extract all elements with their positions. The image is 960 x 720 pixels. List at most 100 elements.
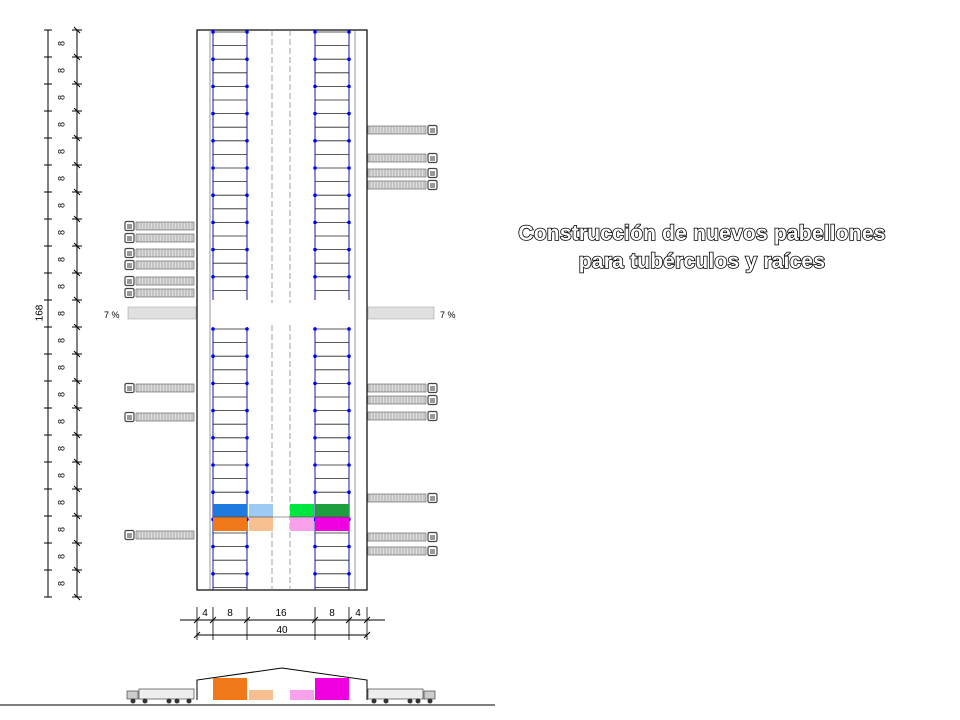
truck (124, 232, 195, 244)
colored-bays (213, 504, 349, 531)
rack-post-dot (211, 490, 215, 495)
rack-post-dot (211, 247, 215, 252)
truck (124, 220, 195, 232)
rack-post-dot (313, 57, 317, 61)
rack-post-dot (347, 327, 351, 331)
section-truck (367, 688, 436, 704)
rack-post-dot (245, 275, 249, 279)
segment-tick-slash (73, 485, 81, 493)
rack-post-dot (347, 490, 351, 495)
segment-length-label: 8 (56, 500, 66, 505)
segment-length-label: 8 (56, 149, 66, 154)
segment-tick-slash (73, 242, 81, 250)
rack-post-dot (313, 220, 317, 225)
section-bay-pink (290, 690, 314, 700)
truck-cab (423, 690, 436, 700)
rack-post-dot (313, 327, 317, 331)
rack-post-dot (347, 354, 351, 359)
segment-tick-slash (73, 323, 81, 331)
rack-post-dot (313, 84, 317, 89)
truck-wheel (174, 698, 180, 704)
rack-post-dot (211, 275, 215, 279)
segment-length-label: 8 (56, 446, 66, 451)
segment-length-label: 8 (56, 230, 66, 235)
rack-post-dot (245, 463, 249, 467)
width-segment-label: 4 (355, 608, 361, 619)
rack-post-dot (313, 381, 317, 386)
segment-tick-slash (73, 269, 81, 277)
truck (367, 492, 438, 504)
bay-magenta (315, 517, 349, 531)
segment-tick-slash (73, 161, 81, 169)
rack-post-dot (245, 247, 249, 252)
rack-post-dot (211, 166, 215, 170)
rack-post-dot (313, 30, 317, 34)
segment-tick-slash (73, 377, 81, 385)
width-tick-slash (193, 616, 201, 624)
cab-window (127, 224, 132, 229)
rack-post-dot (347, 408, 351, 413)
title-line-2: para tubérculos y raíces (578, 249, 826, 274)
cross-aisle (196, 303, 368, 325)
width-dimension: 4 8 16 8 4 40 (180, 607, 385, 640)
section-truck (126, 688, 195, 704)
trucks (124, 124, 438, 557)
rack-post-dot (211, 408, 215, 413)
bay-blue (213, 504, 247, 517)
truck-wheel (186, 698, 192, 704)
rack-columns (211, 30, 351, 590)
cab-window (430, 171, 435, 176)
segment-tick-slash (73, 404, 81, 412)
segment-length-label: 8 (56, 392, 66, 397)
segment-length-label: 8 (56, 419, 66, 424)
truck (124, 275, 195, 287)
rack-post-dot (211, 57, 215, 61)
width-tick-slash (345, 616, 353, 624)
rack-post-dot (347, 57, 351, 61)
rack-post-dot (313, 166, 317, 170)
truck-wheel (407, 698, 413, 704)
rack-post-dot (211, 139, 215, 143)
bay-pink (290, 517, 314, 531)
page-title: Construcción de nuevos pabellones para t… (472, 220, 932, 276)
rack-post-dot (245, 544, 249, 549)
width-segment-label: 8 (329, 608, 335, 619)
rack-post-dot (245, 166, 249, 170)
segment-tick-slash (73, 539, 81, 547)
segment-length-label: 8 (56, 95, 66, 100)
truck (367, 531, 438, 543)
total-width-tick (193, 631, 201, 639)
cab-window (430, 535, 435, 540)
ramp-surface (127, 306, 197, 320)
rack-post-dot (245, 490, 249, 495)
cab-window (127, 291, 132, 296)
rack-post-dot (245, 354, 249, 359)
section-bay-peach (249, 690, 273, 700)
rack-post-dot (211, 381, 215, 386)
rack-post-dot (347, 572, 351, 576)
segment-tick-slash (73, 458, 81, 466)
rack-post-dot (347, 247, 351, 252)
segment-length-label: 8 (56, 581, 66, 586)
rack-post-dot (347, 544, 351, 549)
segment-tick-slash (73, 431, 81, 439)
rack-post-dot (347, 193, 351, 197)
cab-window (127, 251, 132, 256)
segment-tick-slash (73, 593, 81, 601)
building-outline (196, 29, 368, 591)
rack-post-dot (313, 436, 317, 440)
cross-section-view (0, 667, 495, 706)
segment-tick-slash (73, 53, 81, 61)
bay-dark-green (315, 504, 349, 517)
width-segment-label: 4 (202, 608, 208, 619)
truck (367, 394, 438, 406)
segment-length-label: 8 (56, 122, 66, 127)
cab-window (127, 386, 132, 391)
cab-window (430, 414, 435, 419)
width-segment-label: 16 (275, 608, 287, 619)
rack-post-dot (347, 166, 351, 170)
cab-window (430, 128, 435, 133)
rack-post-dot (245, 193, 249, 197)
rack-post-dot (245, 84, 249, 89)
